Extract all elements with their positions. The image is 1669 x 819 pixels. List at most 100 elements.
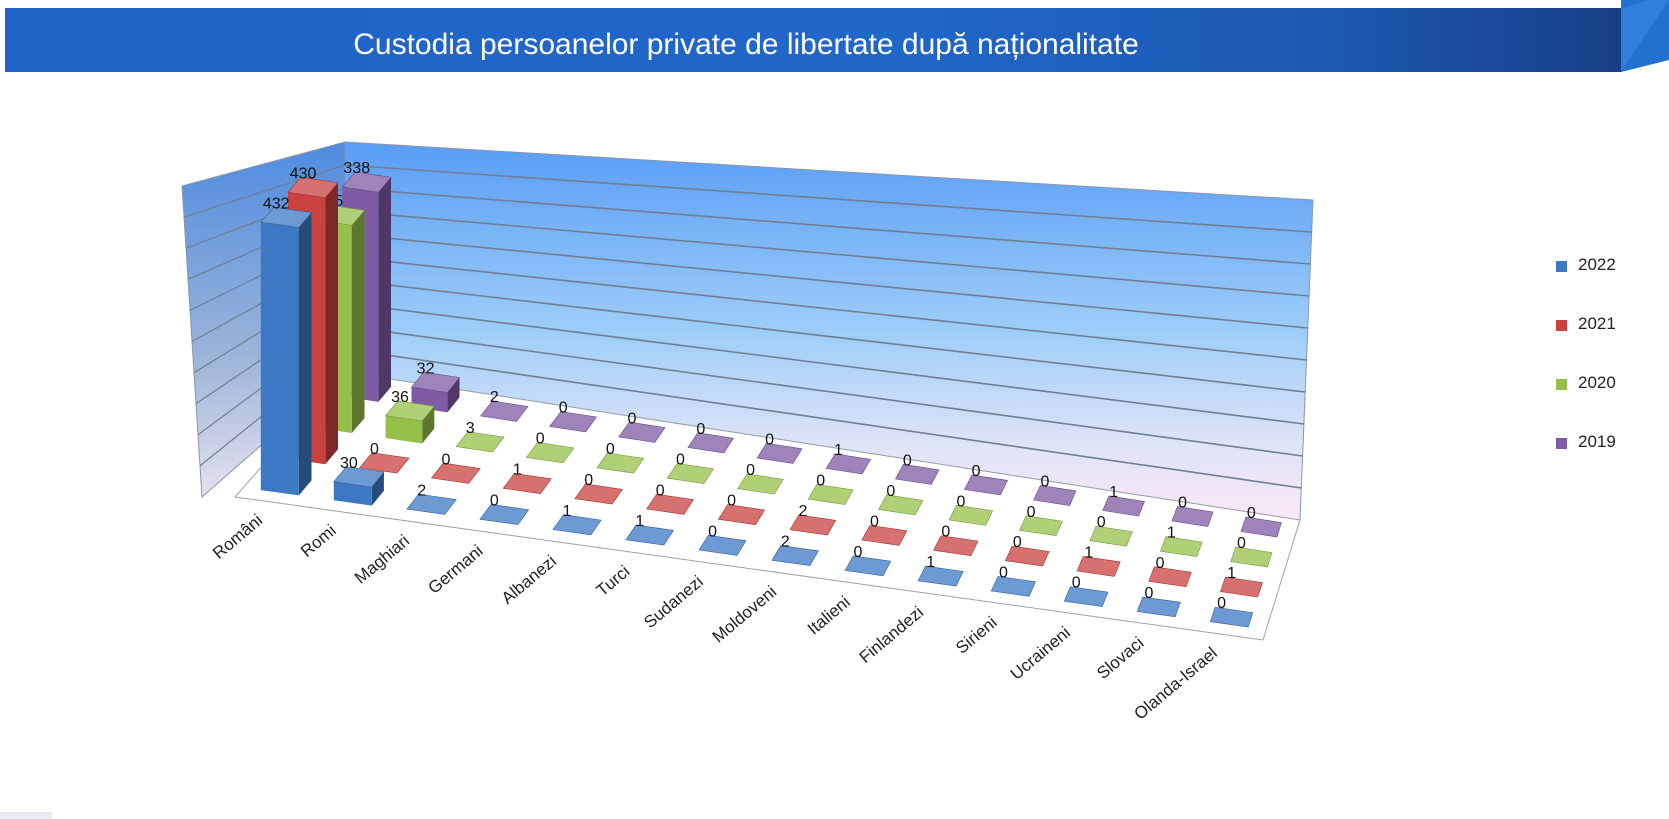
x-tick-label: Ucraineni [1007,623,1074,684]
data-label-2022-2: 2 [417,482,426,499]
data-label-2019-5: 0 [696,421,705,438]
x-tick-label: Germani [424,541,486,597]
bar-2020-germani-top [525,442,575,464]
data-label-2019-11: 1 [1109,484,1118,501]
bar-2021-moldoveni-top [789,514,837,536]
data-label-2022-9: 1 [926,554,935,571]
data-label-2019-8: 0 [903,452,912,469]
data-label-2019-13: 0 [1247,505,1256,522]
x-tick-label: Maghiari [351,531,413,587]
data-label-2022-4: 1 [563,503,572,520]
data-label-2022-0: 432 [263,195,290,212]
data-label-2020-9: 0 [957,493,966,510]
x-tick-label: Olanda-Israel [1130,643,1220,723]
bar-2022-turci-top [625,524,675,546]
data-label-2020-5: 0 [676,452,685,469]
bar-2019-moldoveni-top [825,453,871,475]
data-label-2021-11: 1 [1084,544,1093,561]
legend-item-2019: 2019 [1556,432,1666,456]
bottom-edge-strip [0,812,52,819]
legend-swatch [1556,261,1567,272]
data-label-2019-6: 0 [765,431,774,448]
bar-2021-maghiari-top [430,462,481,484]
x-tick-label: Sudanezi [640,572,707,632]
data-label-2019-7: 1 [834,442,843,459]
bar-2020-maghiari-top [455,431,505,453]
data-label-2020-8: 0 [886,483,895,500]
legend-swatch [1556,438,1567,449]
bar-2020-ucraineni-top [1089,525,1133,547]
bar-2022-romi-side [371,472,384,506]
data-label-2022-5: 1 [635,513,644,530]
legend-label: 2020 [1578,373,1616,392]
bar-2022-rom-ni-top [260,206,313,228]
data-label-2022-12: 0 [1144,585,1153,602]
bar-2021-finlandezi-top [933,535,979,557]
bar-2019-ucraineni-top [1102,495,1145,517]
chart-gridline [344,256,1307,361]
data-label-2021-12: 0 [1156,555,1165,572]
data-label-2022-13: 0 [1217,595,1226,612]
bar-2021-turci-top [646,493,695,515]
data-label-2022-10: 0 [999,564,1008,581]
bar-2022-romi-top [333,466,385,488]
data-label-2020-3: 0 [536,431,545,448]
bar-2019-olanda-israel-top [1240,516,1282,538]
data-label-2020-2: 3 [466,420,475,437]
bar-2021-sirieni-top [1004,545,1050,567]
x-tick-label: Slovaci [1093,633,1147,683]
chart-gridline [344,210,1310,297]
bar-2022-rom-ni-side [298,212,312,496]
banner-background [5,8,1622,72]
bar-2022-moldoveni-top [771,545,819,566]
legend-label: 2022 [1578,255,1616,274]
chart-gridline [344,302,1305,425]
chart-gridline [344,233,1308,329]
legend-item-2022: 2022 [1556,255,1666,279]
bar-2020-slovaci-top [1159,536,1203,557]
data-label-2020-4: 0 [606,441,615,458]
corner-tab-decoration [1621,0,1669,72]
legend-label: 2021 [1578,314,1616,333]
bar-2022-italieni-top [844,555,892,577]
legend-swatch [1556,379,1567,390]
data-label-2019-1: 32 [417,360,435,377]
bar-2022-olanda-israel-top [1209,606,1254,628]
x-tick-label: Romi [297,521,340,561]
bar-2020-moldoveni-top [807,484,854,505]
bar-2022-rom-ni [260,222,299,496]
bar-2022-maghiari-top [406,493,457,515]
data-label-2019-4: 0 [628,410,637,427]
bar-2021-germani-top [502,473,552,495]
bar-2020-finlandezi-top [948,504,994,526]
bar-2020-turci-top [666,463,715,484]
chart-side-gridline [183,164,346,218]
bar-2021-albanezi-top [574,483,623,505]
bar-2022-sudanezi-top [698,534,747,556]
chart-gridline [344,348,1302,489]
x-tick-label: Români [209,511,266,563]
x-tick-label: Moldoveni [709,582,781,646]
bar-2022-sirieni-top [990,576,1037,597]
bar-2021-sudanezi-top [717,504,766,526]
bar-2020-italieni-top [878,494,924,516]
data-label-2022-7: 2 [781,534,790,551]
bar-2019-finlandezi-top [964,474,1008,496]
data-label-2019-0: 338 [343,160,370,177]
bar-2019-romi-top [410,371,461,393]
bar-2022-ucraineni-top [1063,586,1109,607]
data-label-2019-12: 0 [1178,495,1187,512]
bar-2022-germani-top [479,504,530,525]
bar-2019-italieni-top [894,463,940,485]
bar-2019-sirieni-top [1033,485,1077,506]
bar-2022-slovaci-top [1136,596,1181,618]
data-label-2021-6: 0 [727,493,736,510]
bar-2022-romi [333,481,372,506]
chart-gridline [344,164,1312,233]
bar-2021-italieni-top [861,525,908,546]
bar-2020-sudanezi-top [737,473,784,495]
data-label-2021-4: 0 [584,472,593,489]
bar-2021-ucraineni-top [1076,556,1121,577]
data-label-2022-1: 30 [340,455,358,472]
bar-2021-slovaci-top [1148,566,1192,588]
